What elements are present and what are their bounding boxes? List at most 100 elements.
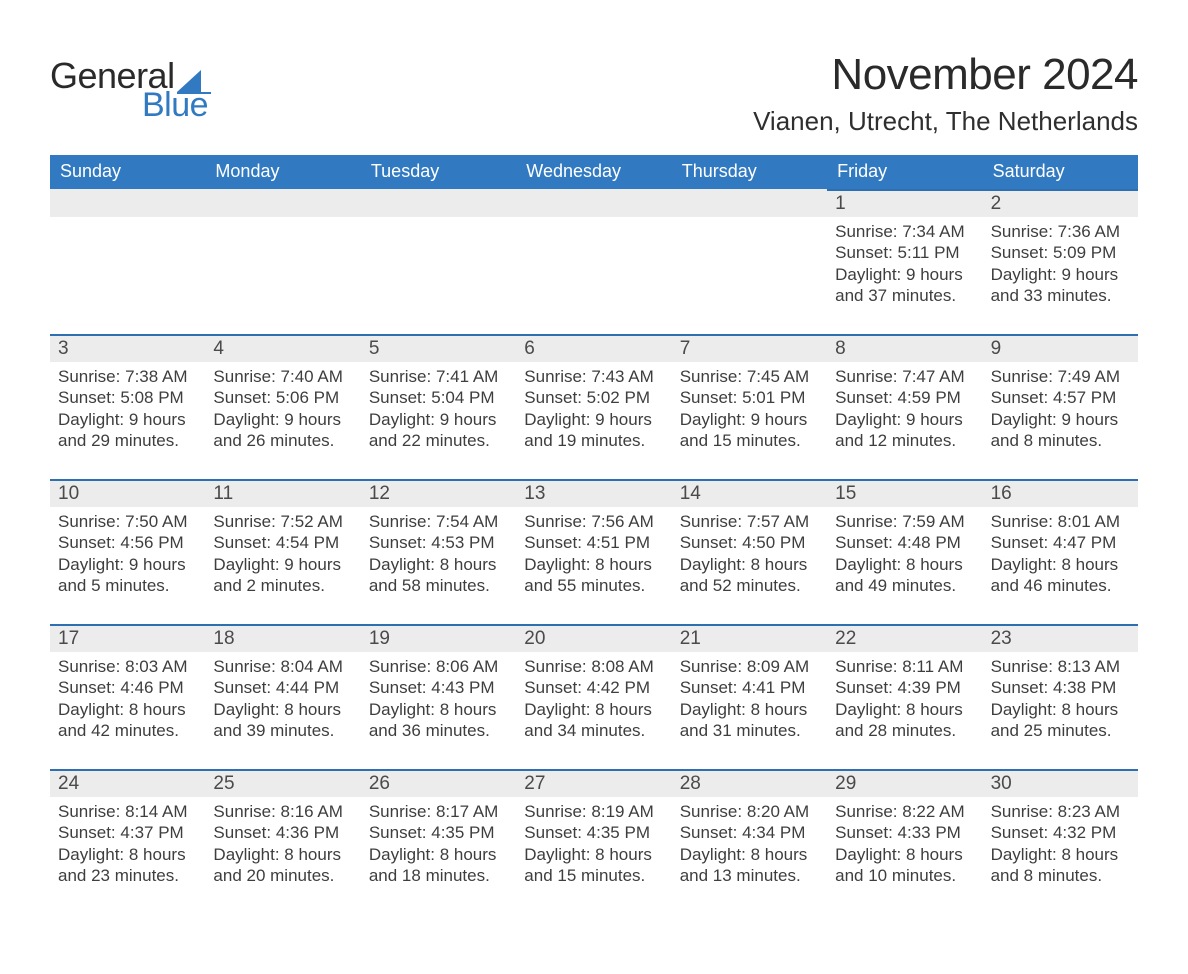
sunrise-label: Sunrise: bbox=[524, 512, 586, 531]
sunrise-value: 7:34 AM bbox=[902, 222, 964, 241]
daylight-value-1: 8 hours bbox=[440, 845, 497, 864]
sunset-label: Sunset: bbox=[369, 823, 427, 842]
daylight-value-1: 9 hours bbox=[284, 410, 341, 429]
daylight-label: Daylight: bbox=[835, 265, 901, 284]
day-number-cell: 13 bbox=[516, 479, 671, 507]
day-body-cell: Sunrise: 8:20 AMSunset: 4:34 PMDaylight:… bbox=[672, 797, 827, 914]
daylight-value-1: 9 hours bbox=[284, 555, 341, 574]
daylight-value-1: 9 hours bbox=[1061, 410, 1118, 429]
sunrise-label: Sunrise: bbox=[680, 657, 742, 676]
sunset-label: Sunset: bbox=[835, 388, 893, 407]
daylight-line-1: Daylight: 8 hours bbox=[991, 699, 1130, 720]
sunrise-line: Sunrise: 7:41 AM bbox=[369, 366, 508, 387]
sunrise-value: 8:08 AM bbox=[591, 657, 653, 676]
sunset-label: Sunset: bbox=[835, 678, 893, 697]
sunrise-value: 8:01 AM bbox=[1058, 512, 1120, 531]
daylight-line-1: Daylight: 8 hours bbox=[524, 554, 663, 575]
sunset-line: Sunset: 4:50 PM bbox=[680, 532, 819, 553]
daylight-value-1: 8 hours bbox=[440, 555, 497, 574]
daylight-line-2: and 46 minutes. bbox=[991, 575, 1130, 596]
day-number-cell: 28 bbox=[672, 769, 827, 797]
sunrise-label: Sunrise: bbox=[835, 512, 897, 531]
daylight-line-1: Daylight: 8 hours bbox=[369, 699, 508, 720]
daylight-label: Daylight: bbox=[991, 700, 1057, 719]
sunrise-line: Sunrise: 8:11 AM bbox=[835, 656, 974, 677]
day-body-cell bbox=[516, 217, 671, 334]
sunset-line: Sunset: 4:51 PM bbox=[524, 532, 663, 553]
sunrise-line: Sunrise: 8:20 AM bbox=[680, 801, 819, 822]
daylight-value-1: 8 hours bbox=[1061, 700, 1118, 719]
day-number-cell bbox=[672, 189, 827, 217]
sunset-line: Sunset: 5:08 PM bbox=[58, 387, 197, 408]
sunset-value: 4:50 PM bbox=[742, 533, 805, 552]
title-block: November 2024 Vianen, Utrecht, The Nethe… bbox=[753, 50, 1138, 137]
sunset-line: Sunset: 4:37 PM bbox=[58, 822, 197, 843]
daylight-line-1: Daylight: 9 hours bbox=[213, 409, 352, 430]
day-of-week-header-row: SundayMondayTuesdayWednesdayThursdayFrid… bbox=[50, 155, 1138, 189]
sunrise-value: 7:57 AM bbox=[747, 512, 809, 531]
sunset-value: 4:47 PM bbox=[1053, 533, 1116, 552]
day-body-cell: Sunrise: 8:03 AMSunset: 4:46 PMDaylight:… bbox=[50, 652, 205, 769]
day-body-cell: Sunrise: 8:13 AMSunset: 4:38 PMDaylight:… bbox=[983, 652, 1138, 769]
daylight-label: Daylight: bbox=[835, 845, 901, 864]
day-body-cell: Sunrise: 7:54 AMSunset: 4:53 PMDaylight:… bbox=[361, 507, 516, 624]
day-body-cell: Sunrise: 8:04 AMSunset: 4:44 PMDaylight:… bbox=[205, 652, 360, 769]
day-body-cell: Sunrise: 8:22 AMSunset: 4:33 PMDaylight:… bbox=[827, 797, 982, 914]
sunset-value: 4:33 PM bbox=[898, 823, 961, 842]
sunset-label: Sunset: bbox=[524, 678, 582, 697]
daylight-value-1: 8 hours bbox=[129, 845, 186, 864]
sunset-line: Sunset: 5:01 PM bbox=[680, 387, 819, 408]
day-number-cell: 7 bbox=[672, 334, 827, 362]
sunset-value: 5:11 PM bbox=[898, 243, 960, 262]
day-number-cell: 20 bbox=[516, 624, 671, 652]
daylight-line-2: and 29 minutes. bbox=[58, 430, 197, 451]
sunset-label: Sunset: bbox=[213, 823, 271, 842]
daylight-label: Daylight: bbox=[680, 700, 746, 719]
day-number-cell: 16 bbox=[983, 479, 1138, 507]
sunset-label: Sunset: bbox=[213, 533, 271, 552]
daylight-value-1: 9 hours bbox=[906, 410, 963, 429]
daylight-line-1: Daylight: 8 hours bbox=[213, 699, 352, 720]
sunrise-label: Sunrise: bbox=[213, 802, 275, 821]
day-number-cell: 22 bbox=[827, 624, 982, 652]
daylight-label: Daylight: bbox=[835, 700, 901, 719]
daylight-label: Daylight: bbox=[58, 555, 124, 574]
sunset-line: Sunset: 5:04 PM bbox=[369, 387, 508, 408]
sunset-value: 4:53 PM bbox=[431, 533, 494, 552]
dow-cell: Saturday bbox=[983, 155, 1138, 189]
day-body-cell: Sunrise: 7:50 AMSunset: 4:56 PMDaylight:… bbox=[50, 507, 205, 624]
daylight-label: Daylight: bbox=[213, 555, 279, 574]
sunset-label: Sunset: bbox=[680, 388, 738, 407]
daylight-line-2: and 12 minutes. bbox=[835, 430, 974, 451]
sunrise-label: Sunrise: bbox=[213, 657, 275, 676]
sunrise-value: 8:20 AM bbox=[747, 802, 809, 821]
sunset-line: Sunset: 5:06 PM bbox=[213, 387, 352, 408]
week-body-row: Sunrise: 8:03 AMSunset: 4:46 PMDaylight:… bbox=[50, 652, 1138, 769]
daylight-line-1: Daylight: 8 hours bbox=[835, 554, 974, 575]
daylight-line-2: and 15 minutes. bbox=[680, 430, 819, 451]
daylight-line-1: Daylight: 8 hours bbox=[58, 699, 197, 720]
sunrise-label: Sunrise: bbox=[991, 657, 1053, 676]
day-body-cell: Sunrise: 7:41 AMSunset: 5:04 PMDaylight:… bbox=[361, 362, 516, 479]
day-number-cell: 8 bbox=[827, 334, 982, 362]
sunrise-value: 7:40 AM bbox=[281, 367, 343, 386]
sunrise-line: Sunrise: 7:52 AM bbox=[213, 511, 352, 532]
sunrise-line: Sunrise: 8:19 AM bbox=[524, 801, 663, 822]
day-body-cell: Sunrise: 7:47 AMSunset: 4:59 PMDaylight:… bbox=[827, 362, 982, 479]
sunset-label: Sunset: bbox=[524, 823, 582, 842]
month-title: November 2024 bbox=[753, 50, 1138, 100]
daylight-label: Daylight: bbox=[213, 845, 279, 864]
daylight-line-2: and 19 minutes. bbox=[524, 430, 663, 451]
daylight-line-1: Daylight: 9 hours bbox=[369, 409, 508, 430]
sunset-line: Sunset: 4:36 PM bbox=[213, 822, 352, 843]
day-number-cell: 17 bbox=[50, 624, 205, 652]
day-body-cell: Sunrise: 8:23 AMSunset: 4:32 PMDaylight:… bbox=[983, 797, 1138, 914]
sunset-value: 4:59 PM bbox=[898, 388, 961, 407]
sunrise-line: Sunrise: 8:14 AM bbox=[58, 801, 197, 822]
day-body-cell: Sunrise: 7:43 AMSunset: 5:02 PMDaylight:… bbox=[516, 362, 671, 479]
dow-cell: Wednesday bbox=[516, 155, 671, 189]
day-number-cell: 29 bbox=[827, 769, 982, 797]
daylight-line-2: and 42 minutes. bbox=[58, 720, 197, 741]
sunset-value: 5:08 PM bbox=[120, 388, 183, 407]
sunrise-label: Sunrise: bbox=[680, 512, 742, 531]
